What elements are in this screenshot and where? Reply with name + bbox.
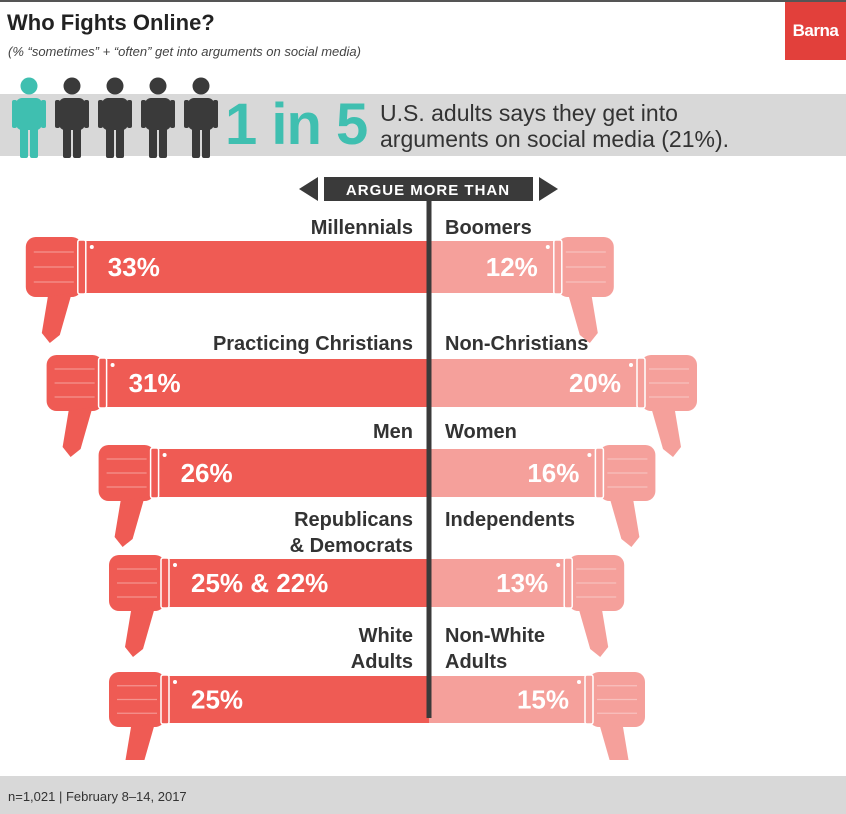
page-subtitle: (% “sometimes” + “often” get into argume… [8,44,361,59]
left-category-label: & Democrats [290,535,413,557]
person-icon [184,77,218,158]
right-value-label: 20% [569,368,621,398]
left-category-label: Adults [351,651,413,673]
thumbs-down-icon [584,672,645,760]
left-bar [169,559,429,607]
thumbs-down-icon [46,355,108,457]
headline-stat: 1 in 5 [225,92,368,157]
bar-rivet [629,363,633,367]
bar-group: Republicans & Democrats Independents 25% & … [109,509,625,657]
headline-description: U.S. adults says they get into arguments… [380,100,729,152]
right-bar [429,449,596,497]
right-value-label: 13% [496,568,548,598]
left-category-label: Republicans [294,509,413,531]
left-value-label: 25% & 22% [191,568,328,598]
left-value-label: 26% [181,458,233,488]
right-bar [429,676,585,723]
bar-group: Practicing Christians Non-Christians 31% 20… [46,333,697,457]
footnote: n=1,021 | February 8–14, 2017 [8,789,187,804]
person-icon [55,77,89,158]
right-category-label: Adults [445,651,507,673]
bar-rivet [545,245,550,249]
left-value-label: 33% [108,252,160,282]
arrow-right-icon [539,177,558,201]
thumbs-down-icon [594,445,656,547]
person-icon [98,77,132,158]
thumbs-down-icon [109,555,170,657]
right-bar [429,241,554,293]
bar-group: Millennials Boomers 33% 12% [25,217,614,343]
person-icon-highlighted [12,77,46,158]
argue-chart: ARGUE MORE THAN Millennials Boomers 33% 12% P… [25,177,697,760]
footer-band [0,776,846,814]
bar-rivet [89,245,94,249]
arrow-left-icon [299,177,318,201]
person-icon [141,77,175,158]
right-value-label: 16% [527,458,579,488]
bar-rivet [577,680,581,684]
bar-rivet [162,453,167,457]
bar-group: White Adults Non-White Adults 25% 15% [109,625,645,760]
left-bar [85,241,430,293]
right-category-label: Non-Christians [445,333,588,355]
thumbs-down-icon [636,355,697,457]
left-value-label: 31% [129,368,181,398]
bar-rivet [173,680,177,684]
right-bar [429,359,637,407]
thumbs-down-icon [553,237,614,343]
left-category-label: Millennials [311,217,413,239]
bar-rivet [556,563,561,567]
bar-group: Men Women 26% 16% [98,421,656,547]
right-value-label: 12% [486,252,538,282]
left-value-label: 25% [191,685,243,715]
bar-rivet [173,563,177,567]
bar-rivet [110,363,115,367]
people-icons [12,77,218,158]
thumbs-down-icon [109,672,170,760]
headline-description-line2: arguments on social media (21%). [380,126,729,152]
left-category-label: White [359,625,413,647]
left-category-label: Men [373,421,413,443]
left-category-label: Practicing Christians [213,333,413,355]
top-rule [0,0,846,2]
page-title: Who Fights Online? [7,10,215,35]
right-category-label: Independents [445,509,575,531]
left-bar [106,359,429,407]
right-category-label: Women [445,421,517,443]
bar-rivet [587,453,592,457]
left-bar [169,676,429,723]
right-value-label: 15% [517,685,569,715]
chart-title-box [324,177,533,201]
thumbs-down-icon [25,237,87,343]
barna-logo: Barna [785,2,846,60]
thumbs-down-icon [563,555,625,657]
left-bar [158,449,429,497]
right-category-label: Boomers [445,217,532,239]
chart-title: ARGUE MORE THAN [346,182,510,199]
thumbs-down-icon [98,445,160,547]
right-bar [429,559,565,607]
headline-description-line1: U.S. adults says they get into [380,100,678,126]
right-category-label: Non-White [445,625,545,647]
